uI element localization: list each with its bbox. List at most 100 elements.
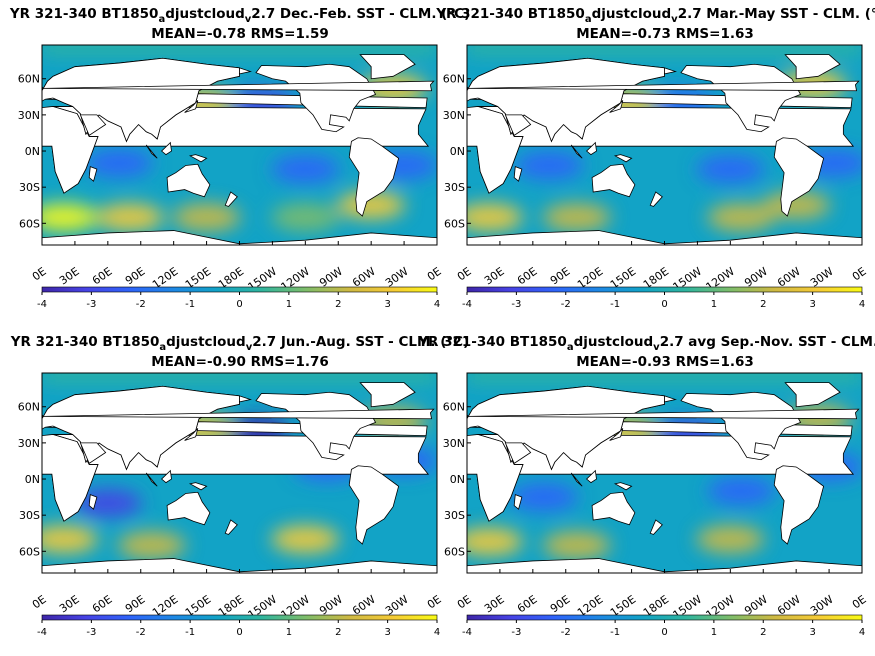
continent — [145, 144, 158, 159]
anomaly-region — [467, 527, 523, 556]
x-tick-label: 60W — [775, 265, 803, 290]
continent — [513, 166, 523, 182]
anomaly-region — [84, 149, 153, 178]
x-tick-label: 90W — [317, 593, 345, 618]
continent — [649, 191, 663, 207]
y-tick-label: 60S — [444, 545, 465, 558]
anomaly-region — [271, 155, 340, 184]
continent — [79, 442, 107, 464]
x-tick-label: 0E — [850, 593, 869, 612]
arctic-band — [467, 45, 862, 54]
colorbar-tick-label: -4 — [462, 627, 472, 638]
colorbar-tick-label: 2 — [335, 627, 341, 638]
map-panel-4: YR 321-340 BT1850adjustcloudv2.7 avg Sep… — [417, 334, 875, 638]
x-tick-label: 30W — [383, 593, 411, 618]
colorbar-tick-label: 4 — [434, 299, 440, 310]
colorbar-tick-label: 2 — [760, 627, 766, 638]
colorbar-tick-label: -2 — [561, 627, 571, 638]
colorbar-tick-label: -1 — [185, 627, 195, 638]
continent — [359, 382, 416, 408]
colorbar-tick-label: -2 — [136, 299, 146, 310]
y-tick-label: 60S — [19, 217, 40, 230]
continent — [166, 491, 211, 526]
anomaly-region — [271, 203, 340, 232]
y-tick-label: 60N — [443, 73, 465, 86]
chart-subtitle: MEAN=-0.93 RMS=1.63 — [576, 354, 754, 370]
arctic-band — [42, 45, 437, 54]
colorbar-tick-label: -3 — [86, 299, 96, 310]
colorbar-tick-label: 0 — [236, 299, 242, 310]
colorbar-tick-label: 3 — [384, 299, 390, 310]
sst-field — [467, 373, 862, 573]
colorbar-tick-label: 3 — [809, 299, 815, 310]
continent — [224, 191, 238, 207]
y-tick-label: 30S — [444, 509, 465, 522]
continent — [468, 80, 860, 92]
y-tick-label: 30N — [18, 437, 40, 450]
chart-title: YR 321-340 BT1850adjustcloudv2.7 Dec.-Fe… — [9, 6, 470, 25]
anomaly-region — [337, 191, 406, 220]
colorbar-tick-label: 4 — [434, 627, 440, 638]
colorbar-tick-label: -2 — [561, 299, 571, 310]
continent — [239, 395, 252, 403]
y-tick-label: 0N — [450, 145, 465, 158]
x-tick-label: 90E — [123, 265, 148, 288]
continent — [188, 482, 208, 491]
continent — [613, 482, 633, 491]
x-tick-label: 0E — [30, 593, 49, 612]
y-tick-label: 60N — [18, 73, 40, 86]
colorbar-tick-label: -4 — [37, 299, 47, 310]
colorbar-tick-label: -2 — [136, 627, 146, 638]
colorbar-tick-label: -1 — [610, 627, 620, 638]
colorbar-tick-label: 4 — [859, 299, 865, 310]
x-tick-label: 60W — [350, 265, 378, 290]
arctic-band — [42, 373, 437, 382]
map-panel-3: YR 321-340 BT1850adjustcloudv2.7 Jun.-Au… — [10, 334, 469, 638]
anomaly-region — [542, 203, 611, 232]
continent — [664, 67, 677, 75]
x-tick-label: 60E — [515, 593, 540, 616]
y-tick-label: 30S — [19, 509, 40, 522]
continent — [79, 114, 107, 136]
x-tick-label: 30E — [57, 265, 82, 288]
colorbar — [466, 286, 863, 293]
continent — [773, 137, 825, 217]
anomaly-region — [95, 203, 164, 232]
x-tick-label: 0E — [455, 265, 474, 284]
sst-field — [42, 373, 437, 573]
anomaly-region — [42, 203, 98, 232]
continent — [585, 141, 597, 156]
anomaly-region — [42, 525, 98, 554]
x-tick-label: 30W — [383, 265, 411, 290]
x-tick-label: 0E — [425, 593, 444, 612]
continent — [609, 100, 624, 113]
colorbar-tick-label: 0 — [236, 627, 242, 638]
continent — [255, 391, 377, 461]
colorbar-tick-label: 4 — [859, 627, 865, 638]
x-tick-label: 90W — [317, 265, 345, 290]
colorbar-tick-label: 3 — [384, 627, 390, 638]
chart-title: YR 321-340 BT1850adjustcloudv2.7 avg Sep… — [417, 334, 875, 353]
colorbar-tick-label: 0 — [661, 627, 667, 638]
land-masses — [467, 54, 862, 245]
continent — [680, 63, 802, 133]
continent — [43, 80, 435, 92]
y-tick-label: 60N — [443, 401, 465, 414]
chart-subtitle: MEAN=-0.78 RMS=1.59 — [151, 26, 329, 42]
continent — [239, 67, 252, 75]
continent — [468, 408, 860, 420]
continent — [224, 519, 238, 535]
continent — [773, 465, 825, 545]
chart-title: YR 321-340 BT1850adjustcloudv2.7 Jun.-Au… — [10, 334, 469, 353]
continent — [255, 63, 377, 133]
y-tick-label: 0N — [25, 473, 40, 486]
sst-field — [42, 45, 437, 245]
anomaly-region — [696, 155, 765, 184]
continent — [591, 491, 636, 526]
continent — [784, 54, 841, 80]
continent — [348, 137, 400, 217]
anomaly-region — [707, 477, 776, 506]
x-tick-label: 30E — [482, 593, 507, 616]
continent — [609, 428, 624, 441]
